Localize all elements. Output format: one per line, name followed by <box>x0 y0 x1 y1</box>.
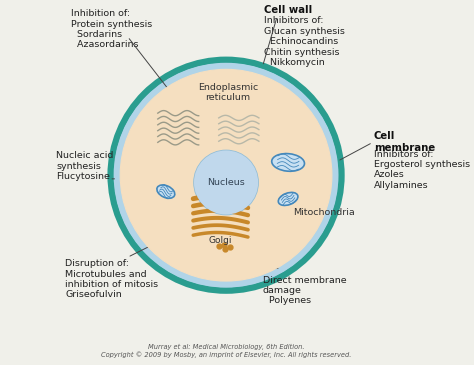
Text: Inhibitors of:
Ergosterol synthesis
Azoles
Allylamines: Inhibitors of: Ergosterol synthesis Azol… <box>374 150 470 190</box>
Text: Mitochondria: Mitochondria <box>293 208 356 217</box>
Ellipse shape <box>278 192 298 205</box>
Circle shape <box>114 63 338 288</box>
Circle shape <box>120 69 332 281</box>
Text: Endoplasmic
reticulum: Endoplasmic reticulum <box>198 83 258 102</box>
Text: Murray et al: Medical Microbiology, 6th Edition.
Copyright © 2009 by Mosby, an i: Murray et al: Medical Microbiology, 6th … <box>101 344 351 358</box>
Ellipse shape <box>272 154 304 171</box>
Text: Cell wall: Cell wall <box>264 5 313 15</box>
Circle shape <box>114 63 338 287</box>
Text: Nucleus: Nucleus <box>207 178 245 187</box>
Text: Inhibition of:
Protein synthesis
  Sordarins
  Azasordarins: Inhibition of: Protein synthesis Sordari… <box>71 9 152 49</box>
Circle shape <box>193 150 259 215</box>
Ellipse shape <box>157 185 175 198</box>
Circle shape <box>108 57 345 294</box>
Text: Inhibitors of:
Glucan synthesis
  Echinocandins
Chitin synthesis
  Nikkomycin: Inhibitors of: Glucan synthesis Echinoca… <box>264 16 345 67</box>
Text: Golgi: Golgi <box>209 236 232 245</box>
Text: Disruption of:
Microtubules and
inhibition of mitosis
Griseofulvin: Disruption of: Microtubules and inhibiti… <box>65 259 159 299</box>
Text: Nucleic acid
synthesis
Flucytosine: Nucleic acid synthesis Flucytosine <box>56 151 114 181</box>
Circle shape <box>195 151 257 214</box>
Text: Direct membrane
damage
  Polyenes: Direct membrane damage Polyenes <box>263 276 346 306</box>
Text: Cell
membrane: Cell membrane <box>374 131 435 153</box>
